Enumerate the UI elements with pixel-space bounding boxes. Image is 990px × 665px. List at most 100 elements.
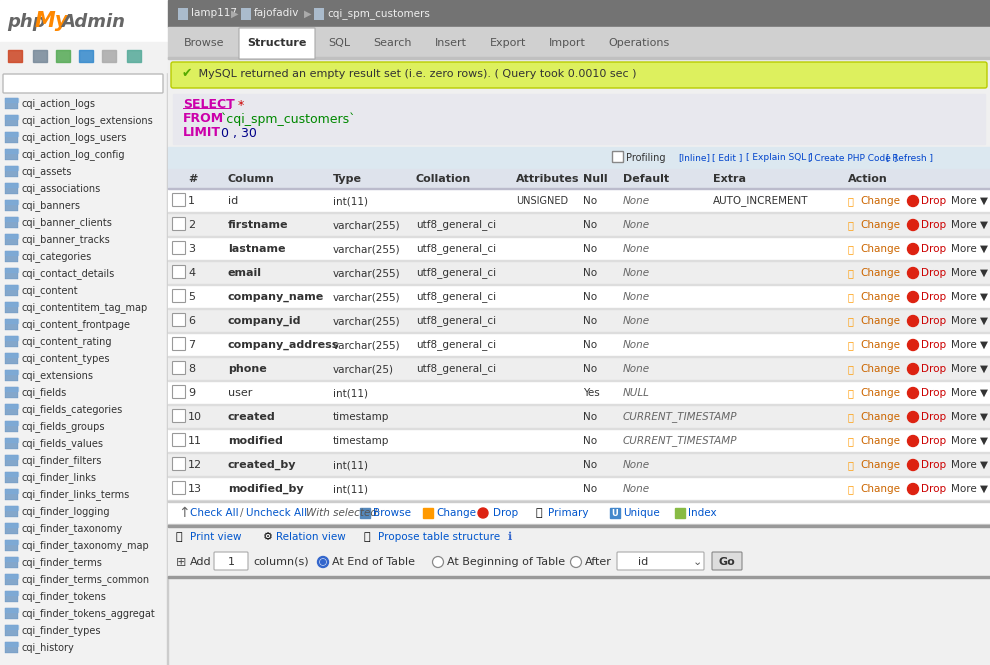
Text: timestamp: timestamp [333, 412, 389, 422]
Text: ▶: ▶ [304, 9, 312, 19]
Text: 🖊: 🖊 [848, 196, 853, 206]
Text: *: * [238, 98, 245, 112]
Text: Type: Type [333, 174, 362, 184]
Text: 🖊: 🖊 [848, 244, 853, 254]
Text: None: None [623, 460, 650, 470]
Text: utf8_general_ci: utf8_general_ci [416, 219, 496, 231]
Text: phone: phone [228, 364, 266, 374]
Text: LIMIT: LIMIT [183, 126, 221, 140]
Circle shape [908, 436, 919, 446]
Text: Structure: Structure [248, 38, 307, 48]
Text: None: None [623, 364, 650, 374]
Text: cqi_fields_groups: cqi_fields_groups [22, 422, 106, 432]
Bar [5, 98, 18, 102]
Bar [0, 42, 168, 72]
Text: 1: 1 [228, 557, 235, 567]
Circle shape [908, 219, 919, 231]
Bar [5, 506, 18, 517]
Text: varchar(255): varchar(255) [333, 292, 401, 302]
Text: 4: 4 [188, 268, 195, 278]
Text: `cqi_spm_customers`: `cqi_spm_customers` [221, 112, 356, 126]
Text: SQL: SQL [328, 38, 350, 48]
Text: cqi_contact_details: cqi_contact_details [22, 269, 115, 279]
Bar [168, 452, 990, 453]
Text: Browse: Browse [184, 38, 225, 48]
Circle shape [908, 364, 919, 374]
FancyBboxPatch shape [214, 552, 248, 570]
Text: Browse: Browse [373, 508, 411, 518]
Bar [5, 370, 18, 374]
Bar [5, 404, 18, 415]
Bar [168, 0, 990, 27]
Text: Change: Change [860, 316, 900, 326]
Text: 12: 12 [188, 460, 202, 470]
Text: Propose table structure: Propose table structure [378, 532, 500, 542]
Text: 🗝: 🗝 [536, 508, 543, 518]
Bar [5, 489, 18, 493]
Bar [610, 508, 620, 518]
Text: Change: Change [860, 220, 900, 230]
Text: NULL: NULL [623, 388, 649, 398]
Bar [5, 302, 18, 313]
Bar [168, 261, 990, 284]
Text: [ Create PHP Code ]: [ Create PHP Code ] [808, 154, 897, 162]
Text: cqi_finder_terms_common: cqi_finder_terms_common [22, 575, 150, 585]
Circle shape [320, 559, 326, 565]
Text: Change: Change [860, 436, 900, 446]
Bar [178, 7, 188, 19]
Text: FROM: FROM [183, 112, 224, 126]
Bar [168, 357, 990, 380]
Text: cqi_history: cqi_history [22, 642, 75, 654]
Text: Uncheck All: Uncheck All [246, 508, 307, 518]
Text: None: None [623, 316, 650, 326]
Text: 🖊: 🖊 [848, 220, 853, 230]
Bar [5, 251, 18, 262]
Bar [168, 189, 990, 212]
Text: 🖊: 🖊 [848, 412, 853, 422]
Text: CURRENT_TIMESTAMP: CURRENT_TIMESTAMP [623, 412, 738, 422]
Text: int(11): int(11) [333, 460, 368, 470]
Text: cqi_content_rating: cqi_content_rating [22, 336, 113, 347]
Text: At Beginning of Table: At Beginning of Table [447, 557, 565, 567]
Text: No: No [583, 412, 597, 422]
Text: 2: 2 [188, 220, 195, 230]
Text: int(11): int(11) [333, 196, 368, 206]
Text: ✔: ✔ [182, 68, 192, 80]
Text: Import: Import [548, 38, 585, 48]
Bar [168, 576, 990, 577]
Bar [360, 508, 370, 518]
Text: No: No [583, 196, 597, 206]
Text: More ▼: More ▼ [951, 292, 988, 302]
Circle shape [321, 559, 326, 565]
Bar [168, 380, 990, 381]
Bar [167, 0, 168, 665]
Text: created: created [228, 412, 276, 422]
Bar [168, 57, 990, 59]
FancyBboxPatch shape [172, 217, 185, 231]
FancyBboxPatch shape [172, 313, 185, 327]
Text: 11: 11 [188, 436, 202, 446]
Bar [168, 332, 990, 333]
Text: Extra: Extra [713, 174, 746, 184]
Text: Admin: Admin [61, 13, 125, 31]
Text: Drop: Drop [921, 292, 946, 302]
Bar [5, 268, 18, 279]
Bar [5, 132, 18, 136]
FancyBboxPatch shape [172, 410, 185, 422]
Text: cqi_finder_terms: cqi_finder_terms [22, 557, 103, 569]
Text: cqi_contentitem_tag_map: cqi_contentitem_tag_map [22, 303, 148, 313]
Bar [173, 94, 985, 144]
Text: cqi_associations: cqi_associations [22, 184, 101, 194]
Circle shape [908, 267, 919, 279]
Text: varchar(25): varchar(25) [333, 364, 394, 374]
FancyBboxPatch shape [613, 152, 624, 162]
Bar [5, 540, 18, 544]
Text: Profiling: Profiling [626, 153, 665, 163]
Text: cqi_content_types: cqi_content_types [22, 354, 111, 364]
Bar [5, 234, 18, 245]
Bar [56, 50, 70, 62]
Bar [168, 309, 990, 332]
Bar [5, 183, 18, 187]
Bar [168, 285, 990, 308]
Text: utf8_general_ci: utf8_general_ci [416, 316, 496, 327]
